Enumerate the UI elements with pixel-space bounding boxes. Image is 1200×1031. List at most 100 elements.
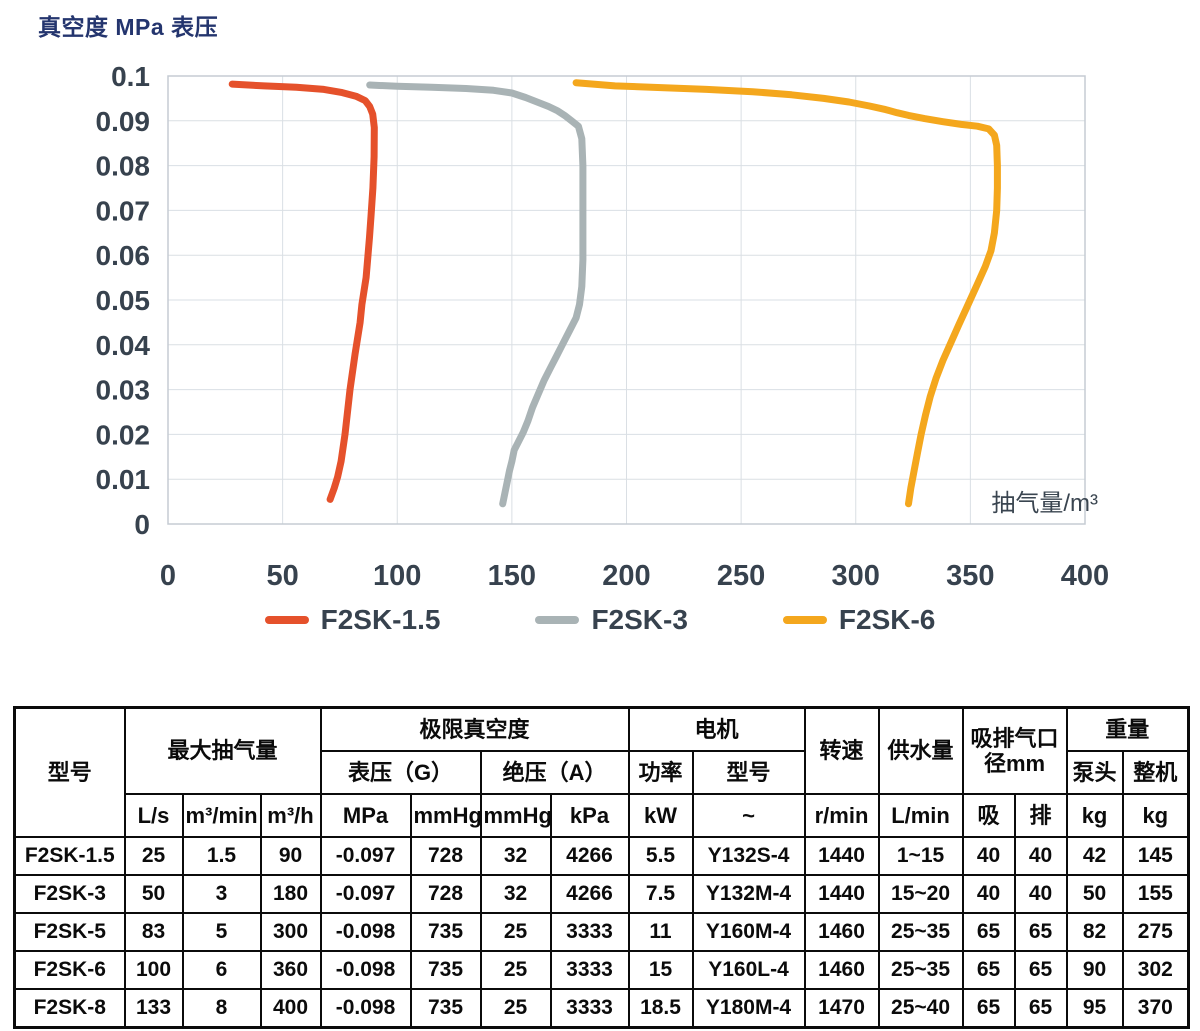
table-cell: 735 <box>409 950 482 990</box>
unit-lmin: L/min <box>877 793 964 838</box>
table-cell: 5 <box>181 912 262 952</box>
table-cell: -0.098 <box>319 912 412 952</box>
table-cell: 50 <box>123 874 184 914</box>
spec-table: 型号 最大抽气量 极限真空度 电机 转速 供水量 吸排气口径mm 重量 表压（G… <box>13 706 1191 1029</box>
table-cell: 25 <box>479 912 552 952</box>
table-cell: 1470 <box>803 988 880 1029</box>
table-row-f2sk-5: F2SK-5 83 5 300 -0.098 735 25 3333 11 Y160M-4 1460… <box>13 912 1190 952</box>
table-cell: 300 <box>259 912 322 952</box>
table-cell: 65 <box>1013 950 1068 990</box>
th-model: 型号 <box>13 706 126 838</box>
table-cell: 65 <box>1013 988 1068 1029</box>
table-cell: 32 <box>479 874 552 914</box>
table-cell: 18.5 <box>627 988 694 1029</box>
y-tick-label: 0.01 <box>96 464 151 495</box>
y-tick-label: 0 <box>134 509 150 540</box>
table-cell: 82 <box>1065 912 1124 952</box>
y-tick-label: 0.08 <box>96 151 151 182</box>
table-row-f2sk-1.5: F2SK-1.5 25 1.5 90 -0.097 728 32 4266 5.5 Y132S-4… <box>13 836 1190 876</box>
legend-swatch-icon <box>535 616 580 624</box>
table-cell: 90 <box>1065 950 1124 990</box>
y-tick-label: 0.09 <box>96 106 151 137</box>
x-tick-label: 350 <box>946 560 994 592</box>
table-row-f2sk-6: F2SK-6 100 6 360 -0.098 735 25 3333 15 Y160L-4 146… <box>13 950 1190 990</box>
table-cell: 65 <box>1013 912 1068 952</box>
table-cell: 25~35 <box>877 950 964 990</box>
table-cell: 1~15 <box>877 836 964 876</box>
table-cell: 90 <box>259 836 322 876</box>
table-cell: -0.097 <box>319 836 412 876</box>
unit-mmhg-absolute: mmHg <box>479 793 552 838</box>
table-cell: 65 <box>961 912 1016 952</box>
table-cell: 11 <box>627 912 694 952</box>
cell-model: F2SK-8 <box>13 988 126 1029</box>
table-cell: 25 <box>123 836 184 876</box>
table-cell: 1460 <box>803 950 880 990</box>
header-row-1: 型号 最大抽气量 极限真空度 电机 转速 供水量 吸排气口径mm 重量 <box>13 706 1190 838</box>
table-cell: 302 <box>1121 950 1190 990</box>
table-cell: Y132M-4 <box>691 874 806 914</box>
x-tick-label: 150 <box>488 560 536 592</box>
table-cell: 25 <box>479 988 552 1029</box>
legend-item-f2sk-1.5: F2SK-1.5 <box>264 604 441 636</box>
spec-table-head: 型号 最大抽气量 极限真空度 电机 转速 供水量 吸排气口径mm 重量 表压（G… <box>13 706 1190 838</box>
unit-suction: 吸 <box>961 793 1016 838</box>
legend-label: F2SK-1.5 <box>320 604 441 635</box>
th-weight: 重量 <box>1065 706 1190 752</box>
table-cell: 728 <box>409 836 482 876</box>
table-cell: 155 <box>1121 874 1190 914</box>
table-cell: 83 <box>123 912 184 952</box>
unit-discharge: 排 <box>1013 793 1068 838</box>
table-cell: Y160M-4 <box>691 912 806 952</box>
table-cell: -0.098 <box>319 988 412 1029</box>
x-tick-label: 50 <box>266 560 298 592</box>
table-cell: 8 <box>181 988 262 1029</box>
th-max-capacity: 最大抽气量 <box>123 706 322 795</box>
cell-model: F2SK-6 <box>13 950 126 990</box>
performance-chart: 0 50 100 150 200 250 300 350 400 0 0.01 0.02 0.03 0.0… <box>96 61 1110 592</box>
table-cell: 4266 <box>549 836 630 876</box>
legend-item-f2sk-6: F2SK-6 <box>782 604 936 636</box>
x-tick-label: 200 <box>602 560 650 592</box>
unit-kpa: kPa <box>549 793 630 838</box>
table-cell: 65 <box>961 988 1016 1029</box>
table-cell: 3333 <box>549 912 630 952</box>
legend-swatch-icon <box>264 616 309 624</box>
th-port-diameter: 吸排气口径mm <box>961 706 1068 795</box>
y-tick-label: 0.03 <box>96 375 151 406</box>
y-tick-label: 0.06 <box>96 240 151 271</box>
table-cell: 180 <box>259 874 322 914</box>
table-cell: 4266 <box>549 874 630 914</box>
y-tick-label: 0.05 <box>96 285 151 316</box>
th-absolute-pressure: 绝压（A） <box>479 750 630 795</box>
legend-item-f2sk-3: F2SK-3 <box>535 604 688 636</box>
table-cell: 65 <box>961 950 1016 990</box>
legend-swatch-icon <box>782 616 827 624</box>
th-motor: 电机 <box>627 706 806 752</box>
legend-label: F2SK-6 <box>838 604 936 635</box>
table-cell: 15~20 <box>877 874 964 914</box>
plot-border <box>167 75 1086 525</box>
table-cell: 360 <box>259 950 322 990</box>
table-cell: Y180M-4 <box>691 988 806 1029</box>
cell-model: F2SK-1.5 <box>13 836 126 876</box>
unit-kw: kW <box>627 793 694 838</box>
th-ultimate-vacuum: 极限真空度 <box>319 706 630 752</box>
y-tick-label: 0.04 <box>96 330 151 361</box>
table-cell: -0.097 <box>319 874 412 914</box>
th-motor-model: 型号 <box>691 750 806 795</box>
table-cell: 7.5 <box>627 874 694 914</box>
table-cell: 3 <box>181 874 262 914</box>
unit-kg-total: kg <box>1121 793 1190 838</box>
series-curve-f2sk-6 <box>572 79 1001 508</box>
table-cell: 50 <box>1065 874 1124 914</box>
table-cell: -0.098 <box>319 950 412 990</box>
y-tick-label: 0.07 <box>96 195 151 226</box>
table-cell: 40 <box>961 836 1016 876</box>
x-tick-label: 400 <box>1061 560 1109 592</box>
th-water-supply: 供水量 <box>877 706 964 795</box>
table-cell: 25 <box>479 950 552 990</box>
spec-table-body: F2SK-1.5 25 1.5 90 -0.097 728 32 4266 5.5 Y132S-4… <box>13 836 1190 1029</box>
unit-kg-head: kg <box>1065 793 1124 838</box>
table-cell: 40 <box>1013 874 1068 914</box>
